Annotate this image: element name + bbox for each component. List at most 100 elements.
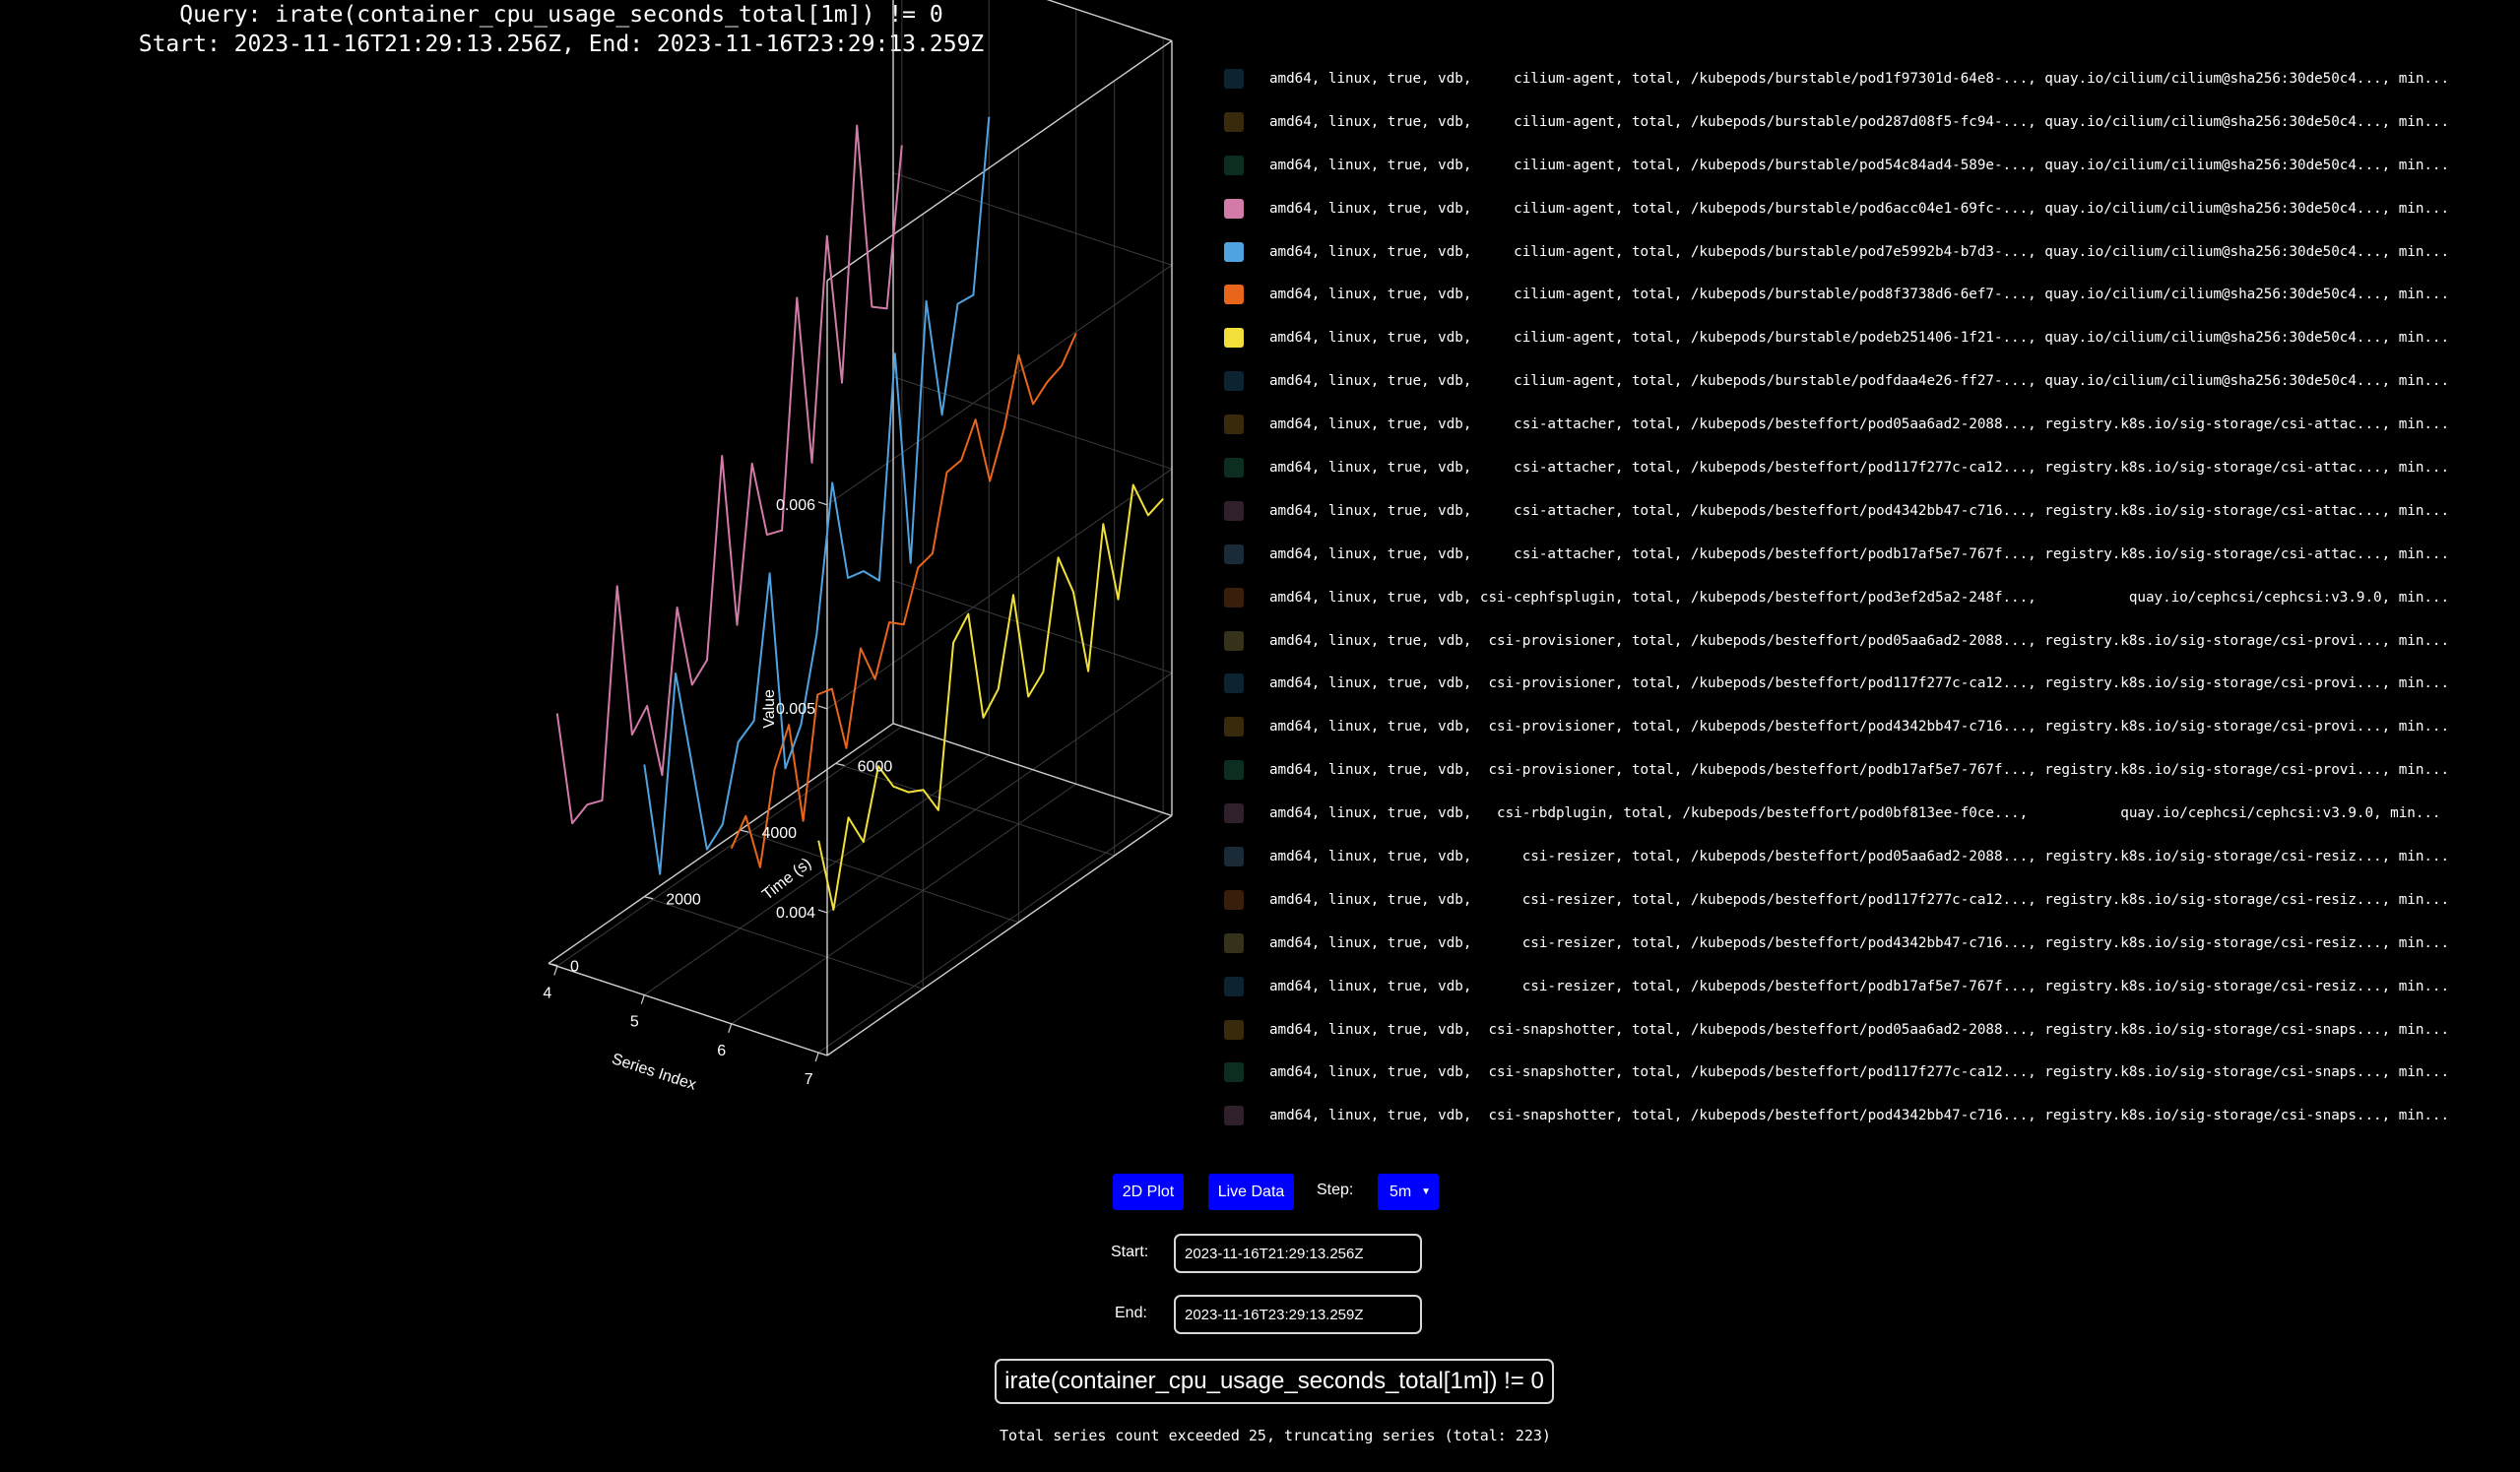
start-label: Start: (1111, 1244, 1149, 1260)
legend-item[interactable]: amd64, linux, true, vdb, csi-resizer, to… (1224, 835, 2514, 878)
legend-swatch (1224, 587, 1244, 608)
z-tick-label: 0.004 (776, 905, 815, 922)
x-tick-label: 5 (630, 1014, 639, 1031)
x-tick-label: 7 (805, 1071, 813, 1088)
legend-item[interactable]: amd64, linux, true, vdb, csi-provisioner… (1224, 705, 2514, 748)
legend-item[interactable]: amd64, linux, true, vdb, csi-attacher, t… (1224, 446, 2514, 489)
legend-swatch (1224, 328, 1244, 349)
legend-item[interactable]: amd64, linux, true, vdb, csi-attacher, t… (1224, 403, 2514, 446)
floor-gridline (817, 812, 1164, 1054)
legend-item[interactable]: amd64, linux, true, vdb, csi-cephfsplugi… (1224, 576, 2514, 619)
plot-3d[interactable]: 4 5 6 7 0 2000 4000 6000 0.004 0.005 0.006 Series I… (0, 0, 1201, 1103)
start-input[interactable]: 2023-11-16T21:29:13.256Z (1174, 1234, 1422, 1273)
y-tick-label: 4000 (761, 825, 797, 842)
legend-swatch (1224, 457, 1244, 478)
plot-2d-button[interactable]: 2D Plot (1113, 1174, 1184, 1210)
legend-swatch (1224, 1062, 1244, 1083)
step-select[interactable]: 5m ▼ (1378, 1174, 1439, 1210)
legend-label: amd64, linux, true, vdb, cilium-agent, t… (1269, 70, 2450, 87)
legend-item[interactable]: amd64, linux, true, vdb, csi-attacher, t… (1224, 533, 2514, 576)
wall-gridline (892, 376, 1173, 470)
legend-label: amd64, linux, true, vdb, csi-provisioner… (1269, 719, 2450, 736)
legend-label: amd64, linux, true, vdb, csi-provisioner… (1269, 632, 2450, 649)
legend-item[interactable]: amd64, linux, true, vdb, csi-snapshotter… (1224, 1008, 2514, 1052)
legend-item[interactable]: amd64, linux, true, vdb, cilium-agent, t… (1224, 316, 2514, 359)
legend-item[interactable]: amd64, linux, true, vdb, csi-resizer, to… (1224, 878, 2514, 922)
legend-label: amd64, linux, true, vdb, cilium-agent, t… (1269, 113, 2450, 130)
legend-label: amd64, linux, true, vdb, cilium-agent, t… (1269, 330, 2450, 347)
y-tick (548, 962, 558, 966)
legend-swatch (1224, 241, 1244, 262)
legend-swatch (1224, 846, 1244, 866)
live-data-button[interactable]: Live Data (1208, 1174, 1294, 1210)
status-message: Total series count exceeded 25, truncati… (1000, 1427, 1551, 1444)
legend-label: amd64, linux, true, vdb, csi-resizer, to… (1269, 978, 2450, 994)
grid-layer (548, 0, 1173, 1062)
floor-gridline (731, 783, 1077, 1025)
floor-gridline (644, 896, 924, 990)
legend-swatch (1224, 803, 1244, 824)
x-axis-title: Series Index (610, 1051, 698, 1094)
legend-item[interactable]: amd64, linux, true, vdb, csi-rbdplugin, … (1224, 792, 2514, 835)
series-line-4 (555, 124, 903, 825)
legend-swatch (1224, 155, 1244, 175)
legend-swatch (1224, 68, 1244, 89)
chevron-down-icon: ▼ (1421, 1186, 1431, 1197)
x-tick-label: 6 (717, 1043, 726, 1059)
legend-item[interactable]: amd64, linux, true, vdb, csi-provisioner… (1224, 619, 2514, 663)
legend-item[interactable]: amd64, linux, true, vdb, csi-resizer, to… (1224, 965, 2514, 1008)
legend-item[interactable]: amd64, linux, true, vdb, csi-provisioner… (1224, 662, 2514, 705)
legend-item[interactable]: amd64, linux, true, vdb, cilium-agent, t… (1224, 144, 2514, 187)
legend-item[interactable]: amd64, linux, true, vdb, csi-resizer, to… (1224, 922, 2514, 965)
legend-label: amd64, linux, true, vdb, cilium-agent, t… (1269, 287, 2450, 303)
y-tick (644, 896, 654, 900)
z-tick (817, 705, 828, 710)
y-tick-label: 2000 (666, 892, 701, 909)
legend-item[interactable]: amd64, linux, true, vdb, csi-snapshotter… (1224, 1051, 2514, 1094)
legend-label: amd64, linux, true, vdb, csi-provisioner… (1269, 762, 2450, 779)
y-tick-label: 0 (570, 958, 579, 975)
range-title: Start: 2023-11-16T21:29:13.256Z, End: 20… (138, 32, 985, 57)
legend-label: amd64, linux, true, vdb, csi-provisioner… (1269, 675, 2450, 692)
floor-gridline (556, 726, 903, 967)
legend-label: amd64, linux, true, vdb, csi-resizer, to… (1269, 891, 2450, 908)
legend-label: amd64, linux, true, vdb, csi-cephfsplugi… (1269, 589, 2450, 606)
query-input[interactable]: irate(container_cpu_usage_seconds_total[… (995, 1359, 1554, 1404)
y-tick (740, 829, 749, 833)
legend-swatch (1224, 1106, 1244, 1126)
y-tick-label: 6000 (858, 758, 893, 775)
step-value: 5m (1389, 1183, 1412, 1200)
legend-item[interactable]: amd64, linux, true, vdb, cilium-agent, t… (1224, 187, 2514, 230)
legend-swatch (1224, 500, 1244, 521)
z-tick-label: 0.006 (776, 497, 815, 514)
legend-item[interactable]: amd64, linux, true, vdb, csi-attacher, t… (1224, 489, 2514, 533)
legend-item[interactable]: amd64, linux, true, vdb, cilium-agent, t… (1224, 230, 2514, 274)
z-tick (817, 501, 828, 506)
legend-label: amd64, linux, true, vdb, csi-resizer, to… (1269, 934, 2450, 951)
legend-swatch (1224, 1019, 1244, 1040)
legend: amd64, linux, true, vdb, cilium-agent, t… (1224, 57, 2514, 1137)
legend-swatch (1224, 544, 1244, 564)
plot-title: Query: irate(container_cpu_usage_seconds… (0, 0, 1123, 59)
x-tick-label: 4 (543, 985, 551, 1001)
z-tick (817, 909, 828, 914)
box-edge (548, 723, 894, 964)
legend-swatch (1224, 760, 1244, 781)
legend-label: amd64, linux, true, vdb, csi-rbdplugin, … (1269, 805, 2441, 822)
legend-item[interactable]: amd64, linux, true, vdb, csi-snapshotter… (1224, 1094, 2514, 1137)
legend-item[interactable]: amd64, linux, true, vdb, cilium-agent, t… (1224, 100, 2514, 144)
z-tick-label: 0.005 (776, 701, 815, 718)
y-tick (835, 762, 845, 766)
legend-item[interactable]: amd64, linux, true, vdb, csi-provisioner… (1224, 748, 2514, 792)
legend-swatch (1224, 717, 1244, 737)
legend-item[interactable]: amd64, linux, true, vdb, cilium-agent, t… (1224, 57, 2514, 100)
x-tick (553, 966, 558, 976)
wall-gridline (826, 672, 1173, 914)
legend-swatch (1224, 889, 1244, 910)
legend-label: amd64, linux, true, vdb, csi-snapshotter… (1269, 1108, 2450, 1124)
legend-item[interactable]: amd64, linux, true, vdb, cilium-agent, t… (1224, 273, 2514, 316)
x-tick (814, 1052, 819, 1062)
end-input[interactable]: 2023-11-16T23:29:13.259Z (1174, 1295, 1422, 1334)
legend-item[interactable]: amd64, linux, true, vdb, cilium-agent, t… (1224, 359, 2514, 403)
box-edge (548, 962, 828, 1056)
